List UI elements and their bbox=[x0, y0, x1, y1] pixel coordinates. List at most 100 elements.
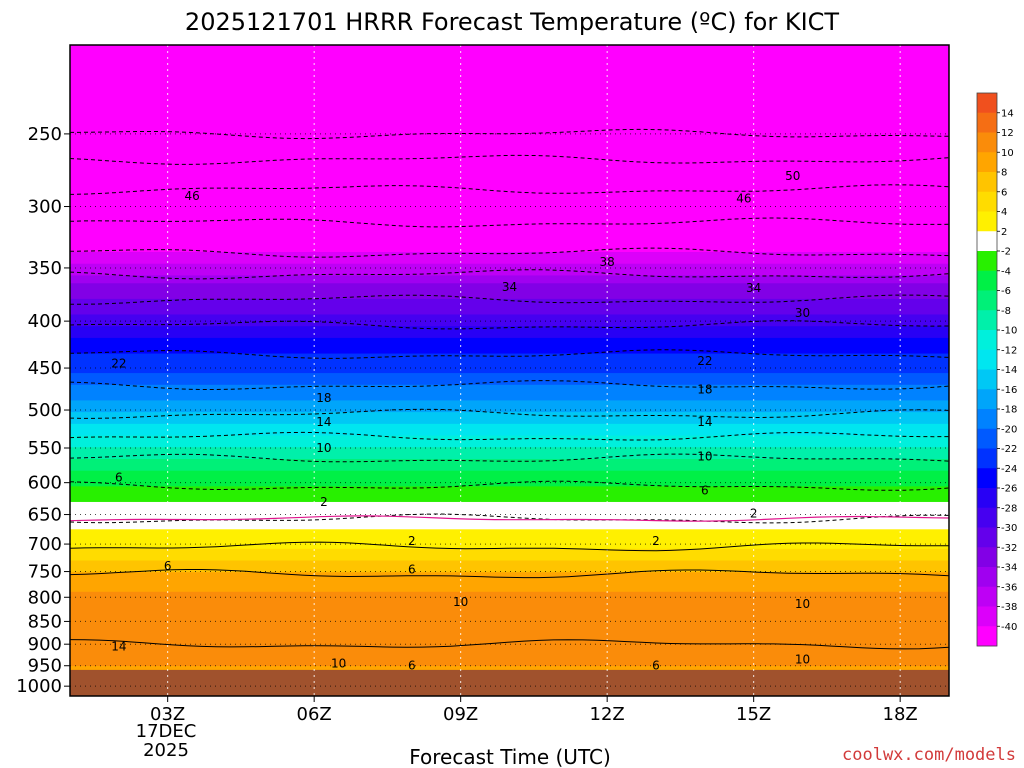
colorbar-swatch bbox=[977, 527, 997, 548]
colorbar-tick-label: -30 bbox=[1001, 523, 1017, 534]
temperature-band bbox=[70, 166, 949, 171]
temperature-band bbox=[70, 451, 949, 456]
colorbar-swatch bbox=[977, 290, 997, 311]
x-axis-label: Forecast Time (UTC) bbox=[409, 745, 611, 768]
y-tick-label: 600 bbox=[28, 473, 62, 494]
contour-label: 22 bbox=[697, 354, 712, 368]
colorbar-swatch bbox=[977, 369, 997, 390]
colorbar-swatch bbox=[977, 586, 997, 607]
temperature-band bbox=[70, 330, 949, 335]
temperature-band bbox=[70, 427, 949, 433]
date-label-year: 2025 bbox=[143, 740, 189, 761]
temperature-band bbox=[70, 232, 949, 238]
temperature-band bbox=[70, 599, 949, 605]
colorbar-tick-label: -20 bbox=[1001, 424, 1017, 435]
temperature-band bbox=[70, 349, 949, 355]
temperature-band bbox=[70, 68, 949, 74]
contour-label: 6 bbox=[408, 659, 416, 673]
temperature-band bbox=[70, 310, 949, 316]
temperature-band bbox=[70, 345, 949, 351]
temperature-band bbox=[70, 505, 949, 511]
temperature-band bbox=[70, 376, 949, 382]
contour-label: 18 bbox=[316, 391, 331, 405]
colorbar-swatch bbox=[977, 448, 997, 469]
x-tick-label: 18Z bbox=[883, 704, 918, 725]
contour-label: 46 bbox=[736, 191, 751, 205]
temperature-band bbox=[70, 560, 949, 566]
colorbar-tick-label: 14 bbox=[1001, 108, 1014, 119]
colorbar-swatch bbox=[977, 231, 997, 252]
temperature-band bbox=[70, 455, 949, 460]
colorbar-tick-label: -24 bbox=[1001, 464, 1017, 475]
colorbar-swatch bbox=[977, 468, 997, 489]
temperature-band bbox=[70, 181, 949, 187]
contour-label: 14 bbox=[697, 415, 712, 429]
x-tick-label: 15Z bbox=[736, 704, 771, 725]
temperature-band bbox=[70, 240, 949, 245]
temperature-band bbox=[70, 306, 949, 312]
temperature-band bbox=[70, 474, 949, 480]
freezing-line bbox=[70, 515, 949, 522]
temperature-band bbox=[70, 177, 949, 183]
temperature-band bbox=[70, 630, 949, 636]
temperature-band bbox=[70, 115, 949, 121]
contour-label: 10 bbox=[453, 595, 468, 609]
colorbar-tick-label: 10 bbox=[1001, 148, 1014, 159]
temperature-band bbox=[70, 556, 949, 562]
colorbar-swatch bbox=[977, 547, 997, 568]
temperature-band bbox=[70, 419, 949, 425]
temperature-band bbox=[70, 287, 949, 292]
x-tick-label: 06Z bbox=[297, 704, 332, 725]
temperature-band bbox=[70, 431, 949, 437]
temperature-band bbox=[70, 99, 949, 105]
temperature-band bbox=[70, 95, 949, 101]
temperature-band bbox=[70, 595, 949, 601]
temperature-band bbox=[70, 369, 949, 374]
contour-lines bbox=[70, 128, 949, 650]
contour-label: 46 bbox=[184, 189, 199, 203]
temperature-band bbox=[70, 392, 949, 398]
temperature-band bbox=[70, 576, 949, 581]
contour-line bbox=[70, 569, 949, 579]
temperature-band bbox=[70, 634, 949, 640]
temperature-band bbox=[70, 91, 949, 97]
temperature-band bbox=[70, 134, 949, 140]
temperature-band bbox=[70, 400, 949, 406]
contour-label: 6 bbox=[652, 659, 660, 673]
contour-line bbox=[70, 541, 949, 552]
temperature-band bbox=[70, 646, 949, 652]
colorbar-tick-label: -18 bbox=[1001, 405, 1017, 416]
colorbar-swatch bbox=[977, 132, 997, 153]
colorbar-tick-label: 6 bbox=[1001, 187, 1007, 198]
temperature-band bbox=[70, 638, 949, 644]
temperature-band bbox=[70, 314, 949, 320]
temperature-band bbox=[70, 498, 949, 503]
colorbar-tick-label: 12 bbox=[1001, 128, 1014, 139]
colorbar-tick-label: 4 bbox=[1001, 207, 1007, 218]
y-tick-label: 500 bbox=[28, 400, 62, 421]
contour-label: 6 bbox=[115, 470, 123, 484]
temperature-band bbox=[70, 80, 949, 85]
temperature-band bbox=[70, 353, 949, 359]
temperature-band bbox=[70, 224, 949, 230]
temperature-band bbox=[70, 572, 949, 577]
y-tick-label: 750 bbox=[28, 562, 62, 583]
contour-label: 10 bbox=[697, 450, 712, 464]
colorbar-swatch bbox=[977, 172, 997, 193]
y-tick-label: 800 bbox=[28, 587, 62, 608]
temperature-band bbox=[70, 279, 949, 285]
y-axis: 2503003504004505005506006507007508008509… bbox=[16, 124, 70, 697]
colorbar-swatch bbox=[977, 606, 997, 627]
temperature-bands bbox=[70, 45, 949, 696]
temperature-band bbox=[70, 123, 949, 128]
colorbar-swatch bbox=[977, 567, 997, 588]
colorbar-swatch bbox=[977, 112, 997, 133]
colorbar-tick-label: -34 bbox=[1001, 563, 1017, 574]
contour-label: 34 bbox=[746, 281, 761, 295]
temperature-band bbox=[70, 294, 949, 300]
temperature-band bbox=[70, 189, 949, 195]
temperature-band bbox=[70, 275, 949, 281]
colorbar-swatch bbox=[977, 310, 997, 331]
temperature-band bbox=[70, 373, 949, 378]
temperature-band bbox=[70, 423, 949, 429]
